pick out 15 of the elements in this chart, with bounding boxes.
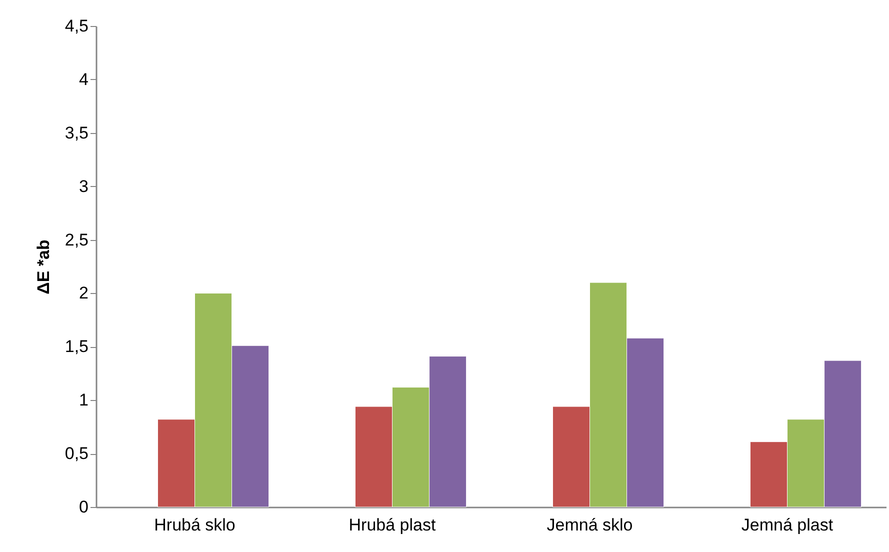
y-tick-label: 0 [79,498,88,516]
y-tick-label: 4 [79,70,88,89]
y-tick-label: 1,5 [64,337,88,356]
y-tick-label: 3,5 [64,123,88,142]
x-tick-label: Hrubá plast [348,516,436,534]
y-tick-label: 0,5 [64,444,88,464]
y-tick-label: 3 [79,176,88,196]
x-tick-label: Jemná sklo [546,516,633,534]
y-tick-label: 2 [79,284,88,303]
x-tick-label: Hrubá sklo [154,516,236,534]
y-tick-label: 1 [79,390,88,410]
y-tick-label: 4,5 [64,16,88,36]
x-tick-label: Jemná plast [741,516,834,534]
y-tick-label: 2,5 [64,230,88,250]
y-axis-title: ΔE *ab [34,240,53,294]
